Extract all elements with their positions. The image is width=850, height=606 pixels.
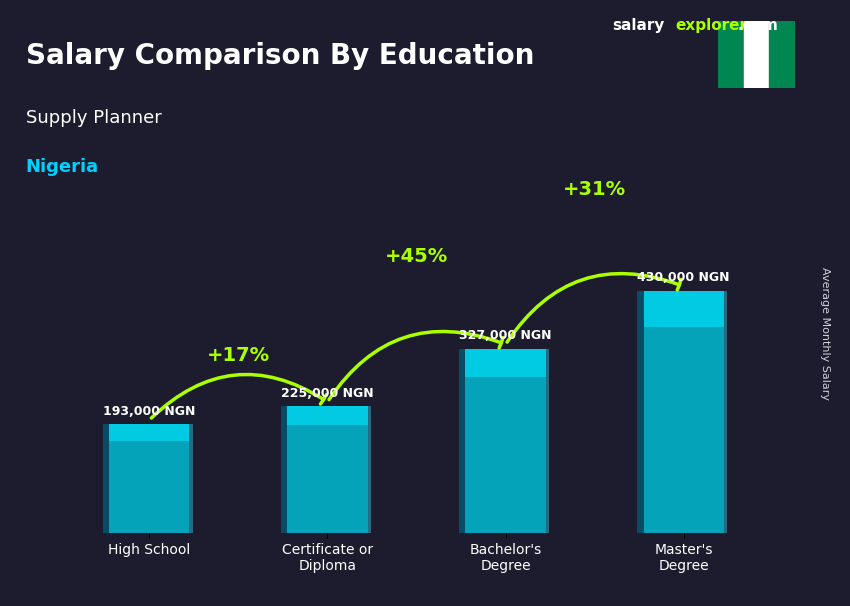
Text: +31%: +31% xyxy=(563,179,626,199)
Text: +17%: +17% xyxy=(207,346,270,365)
Text: Salary Comparison By Education: Salary Comparison By Education xyxy=(26,42,534,70)
Text: 225,000 NGN: 225,000 NGN xyxy=(281,387,374,400)
Bar xyxy=(546,349,549,533)
Text: .com: .com xyxy=(738,18,779,33)
Text: 193,000 NGN: 193,000 NGN xyxy=(103,405,196,418)
Text: +45%: +45% xyxy=(385,247,448,266)
Bar xyxy=(643,291,723,533)
Bar xyxy=(744,21,769,88)
Text: Average Monthly Salary: Average Monthly Salary xyxy=(819,267,830,400)
Text: Nigeria: Nigeria xyxy=(26,158,99,176)
Bar xyxy=(287,407,367,533)
Bar xyxy=(638,291,643,533)
Bar xyxy=(281,407,287,533)
Bar xyxy=(459,349,466,533)
Bar xyxy=(643,291,723,327)
Bar xyxy=(110,424,190,533)
Bar xyxy=(466,349,546,376)
Bar xyxy=(190,424,193,533)
Bar xyxy=(287,407,367,425)
Text: salary: salary xyxy=(612,18,665,33)
Text: explorer: explorer xyxy=(676,18,748,33)
Text: 430,000 NGN: 430,000 NGN xyxy=(638,271,730,284)
Bar xyxy=(723,291,727,533)
Text: 327,000 NGN: 327,000 NGN xyxy=(459,329,552,342)
Text: Supply Planner: Supply Planner xyxy=(26,109,162,127)
Bar xyxy=(466,349,546,533)
Bar xyxy=(367,407,371,533)
Bar xyxy=(769,21,795,88)
Bar xyxy=(718,21,744,88)
Bar xyxy=(103,424,110,533)
Bar xyxy=(110,424,190,441)
